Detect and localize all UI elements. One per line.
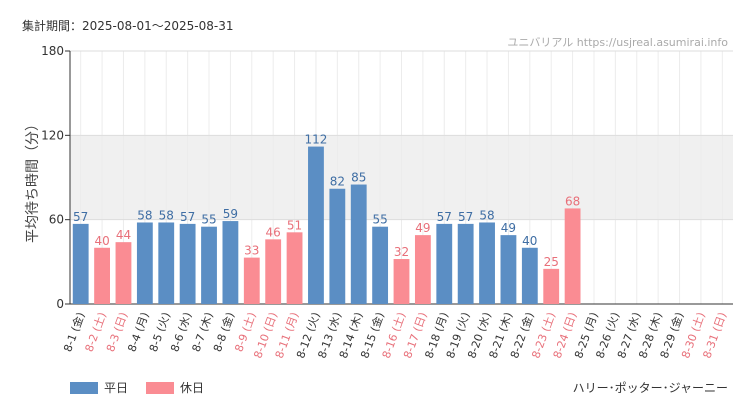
bar-value-label: 49: [501, 221, 516, 235]
bar: [372, 226, 389, 304]
bar-value-label: 57: [73, 210, 88, 224]
bar-value-label: 82: [330, 175, 345, 189]
bar-value-label: 44: [116, 228, 131, 242]
bar: [329, 188, 346, 304]
bar-value-label: 68: [565, 194, 580, 208]
bar: [94, 247, 110, 304]
legend-swatch-weekday: [70, 381, 98, 394]
bar-value-label: 40: [94, 234, 109, 248]
bar-value-label: 55: [372, 213, 387, 227]
attraction-name: ハリー･ポッター･ジャーニー: [572, 381, 728, 395]
y-axis-title: 平均待ち時間（分）: [25, 117, 41, 243]
bar-value-label: 33: [244, 244, 259, 258]
bar: [136, 222, 153, 304]
legend-label-weekday: 平日: [104, 381, 129, 395]
bar-value-label: 58: [479, 208, 494, 222]
legend: 平日 休日: [70, 379, 214, 396]
bar-value-label: 55: [201, 213, 216, 227]
y-tick-label: 0: [56, 297, 64, 311]
bar-value-label: 59: [223, 207, 238, 221]
y-tick-label: 120: [41, 128, 64, 142]
bar: [222, 221, 239, 304]
y-tick-label: 180: [41, 44, 64, 58]
bar-value-label: 57: [458, 210, 473, 224]
bar: [479, 222, 495, 304]
bar: [436, 223, 453, 304]
bar: [457, 223, 474, 304]
bar-value-label: 32: [394, 245, 409, 259]
bar: [265, 239, 282, 304]
bar: [500, 235, 517, 304]
bar: [286, 232, 303, 304]
period-label: 集計期間：2025-08-01〜2025-08-31: [22, 19, 234, 33]
bar-value-label: 85: [351, 171, 366, 185]
bar-value-label: 49: [415, 221, 430, 235]
bar: [308, 146, 324, 304]
bar-value-label: 57: [437, 210, 452, 224]
bar: [179, 223, 196, 304]
bar: [564, 208, 581, 304]
bar-value-label: 51: [287, 218, 302, 232]
bar: [350, 184, 367, 304]
bar: [115, 242, 132, 304]
bar-value-label: 46: [266, 225, 281, 239]
legend-item-weekday: 平日: [70, 379, 128, 396]
bar: [414, 235, 431, 304]
bar-value-label: 25: [544, 255, 559, 269]
y-tick-label: 60: [49, 213, 64, 227]
bar-value-label: 57: [180, 210, 195, 224]
bar-value-label: 58: [159, 208, 174, 222]
bar: [521, 247, 538, 304]
bar-value-label: 58: [137, 208, 152, 222]
bar: [543, 268, 560, 304]
bar-value-label: 112: [304, 133, 327, 147]
bar: [72, 223, 89, 304]
legend-item-holiday: 休日: [146, 379, 204, 396]
bar: [393, 259, 410, 304]
site-credit: ユニバリアル https://usjreal.asumirai.info: [507, 36, 728, 49]
bar: [243, 257, 260, 304]
bar: [158, 222, 175, 304]
bar-value-label: 40: [522, 234, 537, 248]
legend-label-holiday: 休日: [180, 381, 205, 395]
legend-swatch-holiday: [146, 381, 175, 394]
bar: [201, 226, 217, 304]
